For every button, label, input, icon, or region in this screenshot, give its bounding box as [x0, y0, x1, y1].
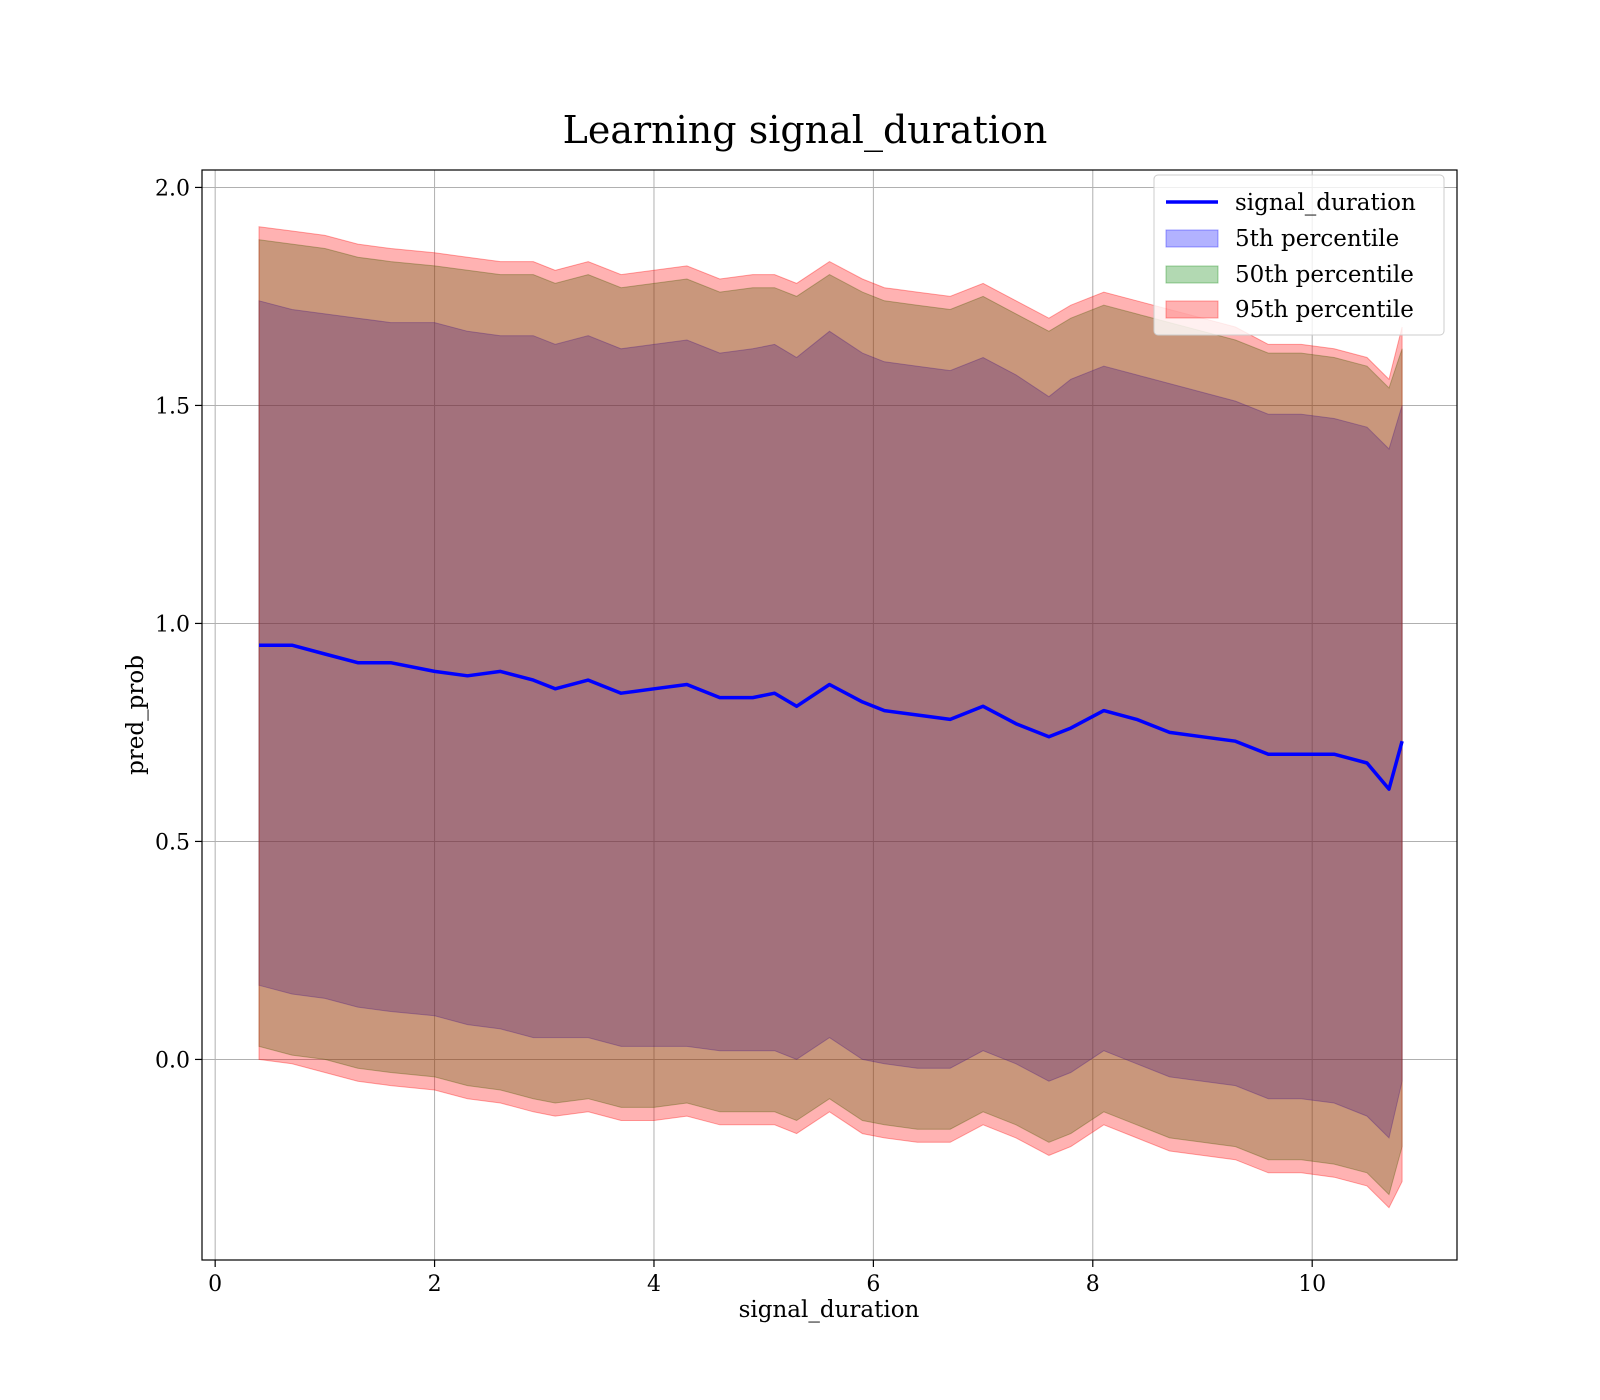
bands: [258, 226, 1403, 1209]
x-tick-label-4: 8: [1086, 1272, 1100, 1297]
band-50th-percentile: [258, 239, 1403, 1196]
y-tick-label-2: 1.0: [155, 612, 190, 637]
legend-label-signal-duration: signal_duration: [1235, 190, 1416, 216]
x-tick-label-2: 4: [647, 1272, 661, 1297]
x-axis-label: signal_duration: [739, 1297, 920, 1323]
y-tick-label-3: 1.5: [155, 394, 190, 419]
y-axis-label: pred_prob: [123, 655, 149, 775]
legend-swatch-95th-percentile: [1165, 300, 1219, 319]
legend-box: [1153, 174, 1445, 336]
y-tick-label-1: 0.5: [155, 830, 190, 855]
x-tick-label-3: 6: [866, 1272, 880, 1297]
legend-label-50th-percentile: 50th percentile: [1235, 262, 1414, 288]
legend: signal_duration 5th percentile 50th percen…: [1153, 174, 1445, 336]
legend-label-95th-percentile: 95th percentile: [1235, 297, 1414, 323]
chart-title: Learning signal_duration: [563, 108, 1048, 153]
y-tick-label-0: 0.0: [155, 1048, 190, 1073]
legend-swatch-5th-percentile: [1165, 229, 1219, 248]
series-line-signal-duration: [259, 643, 1404, 791]
band-95th-percentile: [258, 226, 1403, 1209]
x-tick-label-1: 2: [428, 1272, 442, 1297]
plot-frame: [201, 169, 1458, 1261]
y-axis-ticks: 0.0 0.5 1.0 1.5 2.0: [155, 176, 202, 1073]
legend-label-5th-percentile: 5th percentile: [1235, 226, 1399, 252]
legend-swatch-50th-percentile: [1165, 265, 1219, 284]
x-axis-ticks: 0 2 4 6 8 10: [208, 1260, 1326, 1297]
x-tick-label-0: 0: [208, 1272, 222, 1297]
x-tick-label-5: 10: [1298, 1272, 1326, 1297]
y-tick-label-4: 2.0: [155, 176, 190, 201]
band-5th-percentile: [258, 300, 1403, 1139]
